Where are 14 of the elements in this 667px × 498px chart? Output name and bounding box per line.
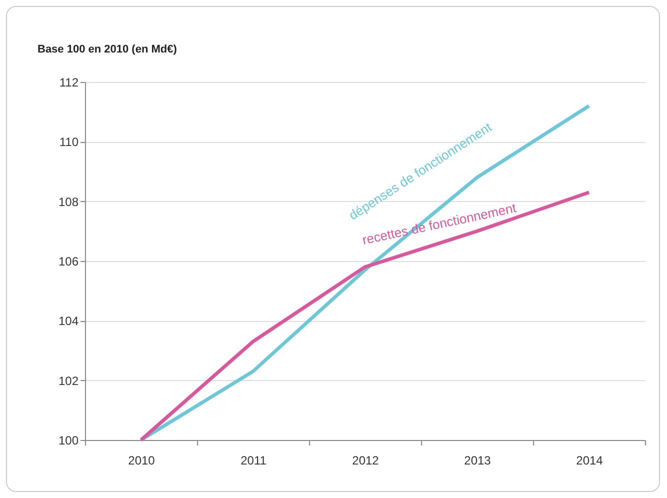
y-tick-label: 112 (59, 76, 79, 90)
x-tick-label: 2010 (128, 454, 156, 468)
line-series (139, 104, 591, 442)
y-tick-label: 110 (59, 135, 79, 150)
x-tick-label: 2014 (576, 454, 604, 468)
y-tick-label: 106 (58, 254, 79, 268)
y-tick-label: 108 (58, 194, 79, 209)
x-tick-label: 2012 (352, 454, 380, 468)
x-tick-label: 2013 (464, 454, 492, 468)
y-axis-title: Base 100 en 2010 (en Md€) (38, 44, 178, 56)
x-tick-label: 2011 (240, 454, 267, 468)
y-tick-label: 100 (58, 434, 79, 448)
y-tick-label: 104 (58, 314, 79, 328)
y-tick-label: 102 (58, 374, 79, 388)
